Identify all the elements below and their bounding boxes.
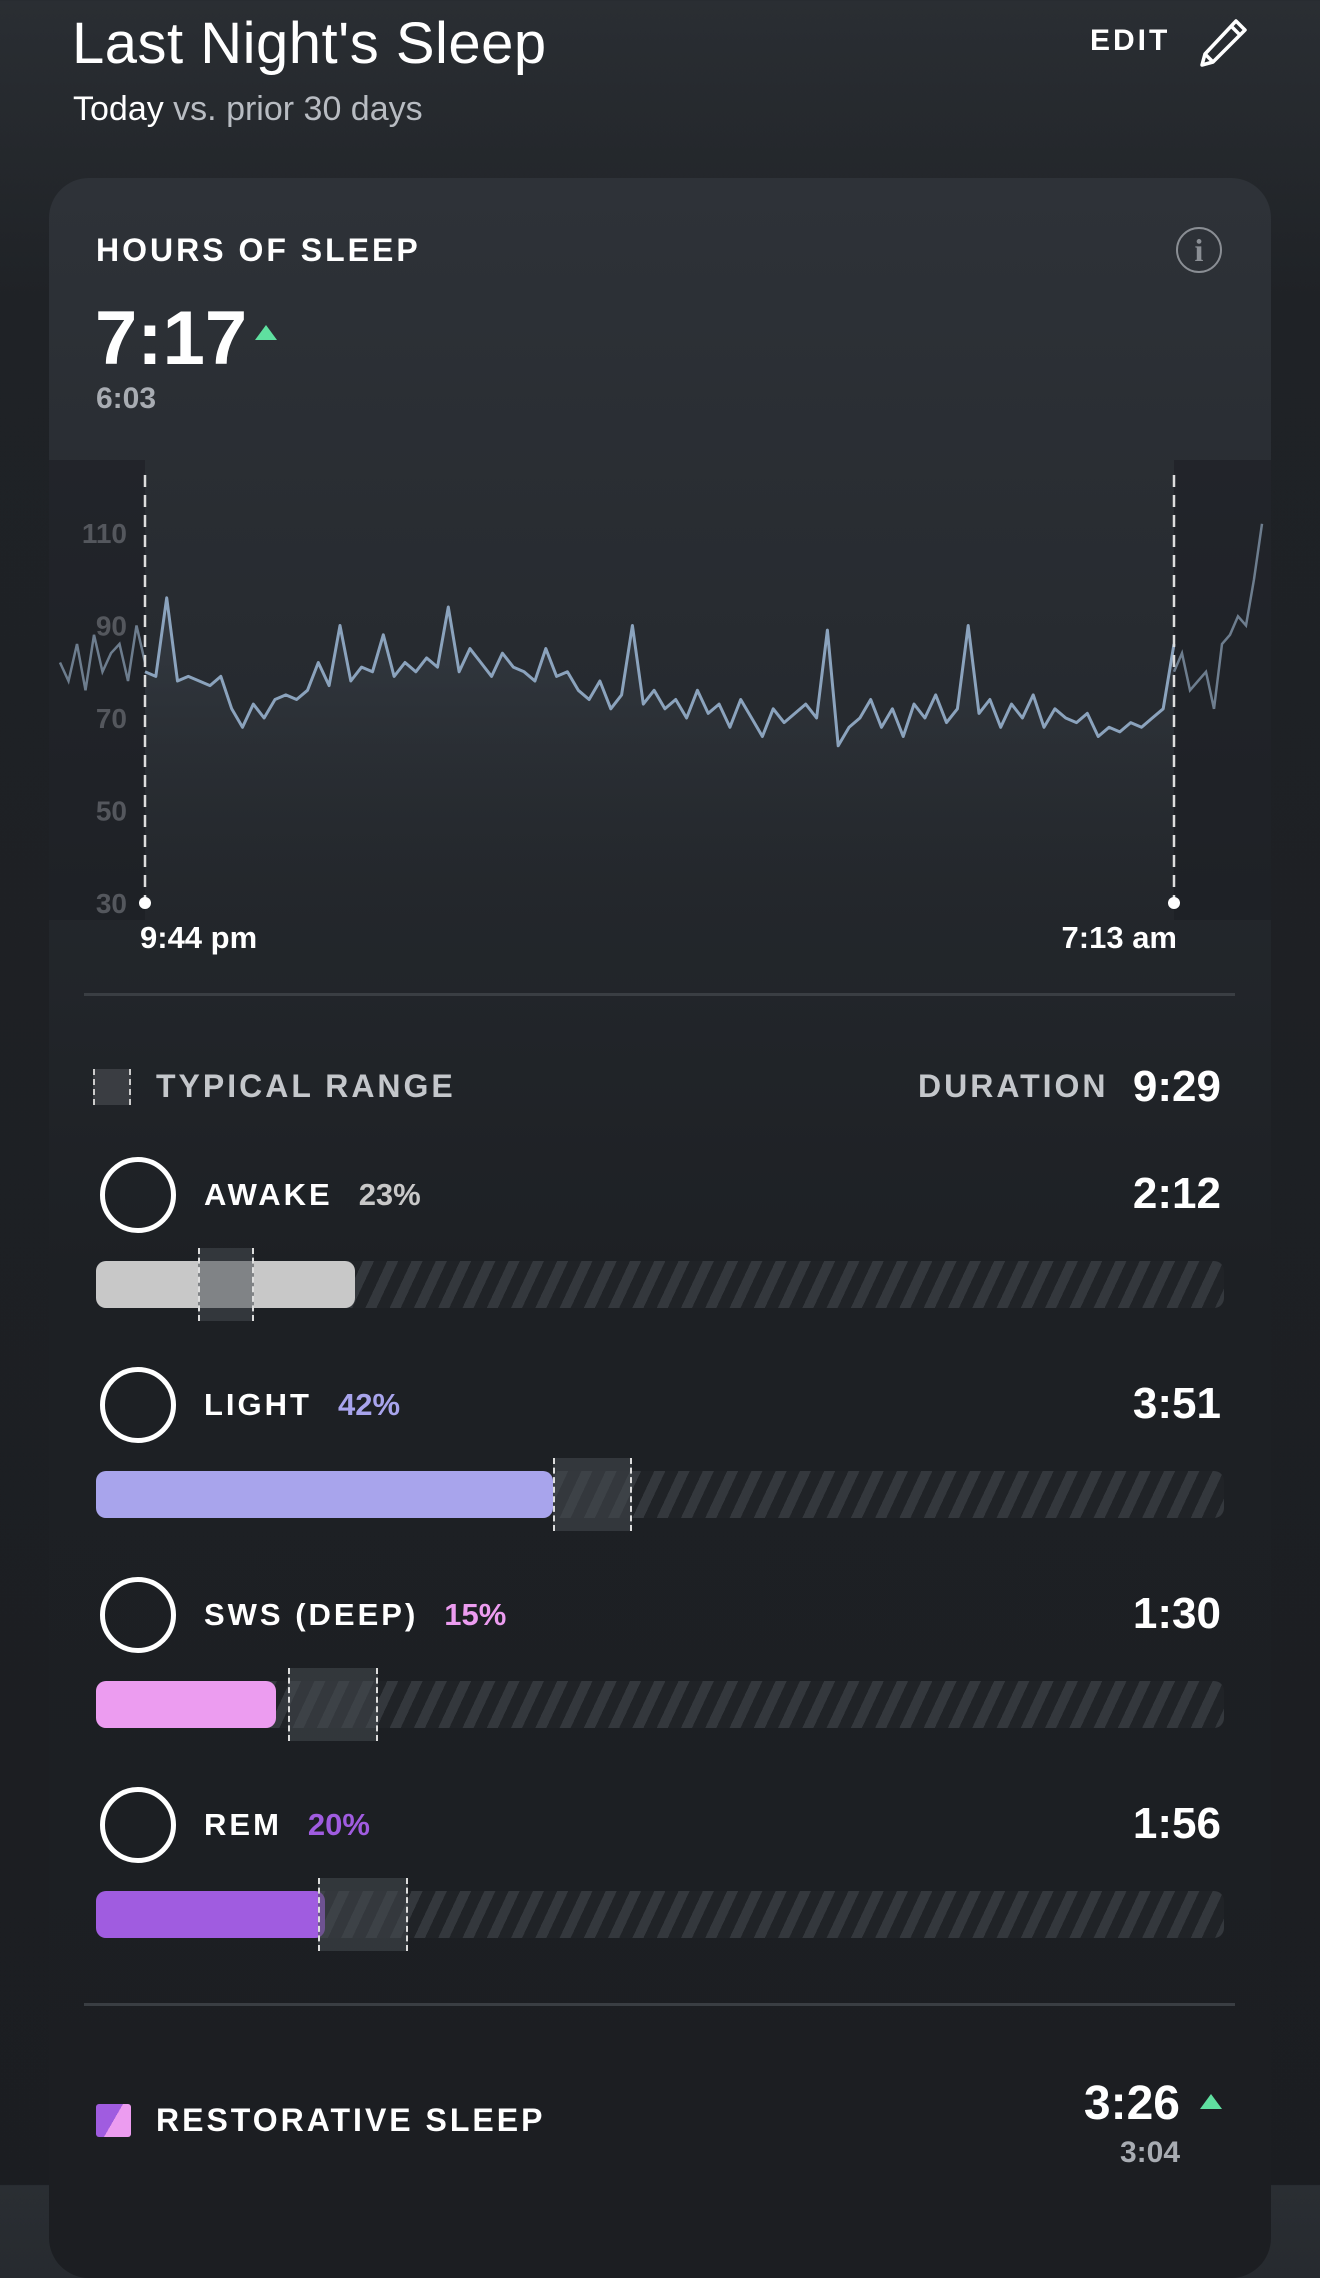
typical-range-legend-icon	[93, 1069, 131, 1105]
stage-bar	[96, 1458, 1224, 1531]
subtitle-today: Today	[73, 90, 164, 128]
stage-ring-icon	[100, 1367, 176, 1443]
divider	[84, 2003, 1235, 2006]
typical-range-marker	[287, 1668, 378, 1741]
stage-bar	[96, 1878, 1224, 1951]
duration-value: 9:29	[1132, 1062, 1221, 1111]
stage-duration: 3:51	[1132, 1379, 1221, 1428]
trend-up-icon	[255, 325, 277, 340]
typical-range-marker	[318, 1878, 409, 1951]
end-time-label: 7:13 am	[1062, 920, 1177, 955]
heart-rate-line	[144, 596, 1176, 748]
divider	[84, 993, 1235, 996]
hours-prior-value: 6:03	[96, 382, 157, 415]
stage-percent: 23%	[358, 1177, 421, 1212]
stage-ring-icon	[100, 1577, 176, 1653]
heart-rate-chart: 11090705030 9:44 pm 7:13 am	[49, 460, 1271, 955]
sleep-area	[145, 597, 1174, 903]
stage-duration: 2:12	[1132, 1169, 1221, 1218]
stage-name: SWS (DEEP)	[204, 1597, 419, 1632]
stage-bar-fill	[96, 1681, 277, 1728]
info-icon[interactable]: i	[1176, 227, 1222, 273]
stage-name: REM	[204, 1807, 282, 1842]
stage-header: LIGHT 42%	[204, 1387, 400, 1423]
hours-value: 7:17	[95, 296, 248, 381]
pre-sleep-line	[58, 625, 147, 691]
stage-ring-icon	[100, 1787, 176, 1863]
restorative-sleep-value: 3:26	[1083, 2077, 1180, 2130]
duration-label: DURATION	[918, 1068, 1109, 1104]
sleep-start-dot	[139, 897, 151, 909]
stage-name: LIGHT	[204, 1387, 312, 1422]
stage-bar-fill	[96, 1471, 553, 1518]
typical-range-marker	[552, 1458, 632, 1531]
page-subtitle: Today vs. prior 30 days	[73, 90, 423, 129]
stage-header: AWAKE 23%	[204, 1177, 421, 1213]
stage-duration: 1:30	[1132, 1589, 1221, 1638]
stage-percent: 15%	[444, 1597, 507, 1632]
sleep-end-dot	[1168, 897, 1180, 909]
stage-header: SWS (DEEP) 15%	[204, 1597, 506, 1633]
typical-range-label: TYPICAL RANGE	[156, 1068, 456, 1104]
stage-header: REM 20%	[204, 1807, 370, 1843]
hours-of-sleep-label: HOURS OF SLEEP	[96, 232, 421, 268]
stage-duration: 1:56	[1132, 1799, 1221, 1848]
subtitle-comparison: vs. prior 30 days	[163, 90, 423, 128]
stage-bar	[96, 1668, 1224, 1741]
stage-bar	[96, 1248, 1224, 1321]
pencil-icon[interactable]	[1196, 16, 1250, 70]
stage-ring-icon	[100, 1157, 176, 1233]
post-sleep-line	[1172, 523, 1264, 710]
stage-bar-fill	[96, 1891, 325, 1938]
stage-percent: 42%	[338, 1387, 401, 1422]
restorative-sleep-icon	[96, 2104, 131, 2137]
pre-sleep-shade	[49, 460, 145, 920]
typical-range-marker	[197, 1248, 254, 1321]
stage-name: AWAKE	[204, 1177, 333, 1212]
restorative-sleep-label: RESTORATIVE SLEEP	[156, 2102, 546, 2138]
page-title: Last Night's Sleep	[72, 11, 547, 76]
trend-up-icon	[1200, 2094, 1222, 2109]
stage-percent: 20%	[307, 1807, 370, 1842]
post-sleep-shade	[1174, 460, 1271, 920]
start-time-label: 9:44 pm	[140, 920, 257, 955]
edit-button[interactable]: EDIT	[1090, 24, 1171, 57]
restorative-sleep-prior: 3:04	[1119, 2136, 1180, 2169]
